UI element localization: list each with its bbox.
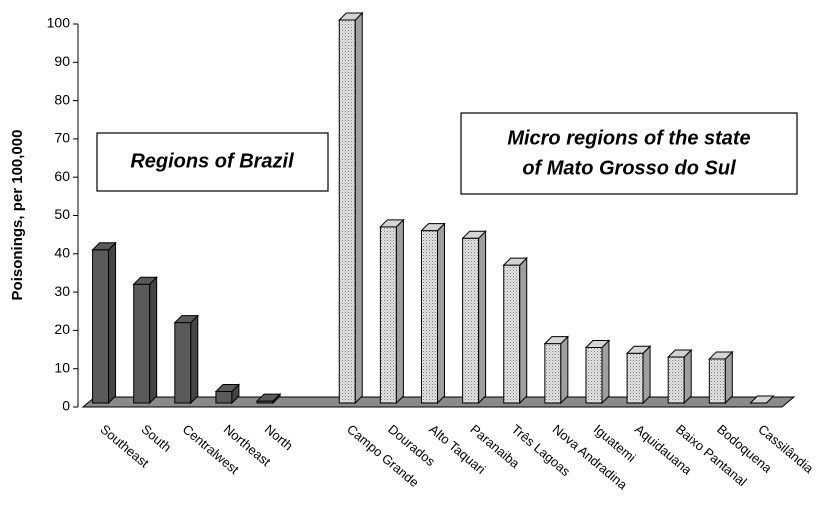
bar-side <box>560 335 569 405</box>
bar-front <box>133 283 151 404</box>
y-tick-label: 10 <box>54 359 70 375</box>
bar <box>749 395 775 404</box>
bar-front <box>708 358 726 404</box>
bar <box>708 350 734 405</box>
bar <box>132 276 158 405</box>
bar-front <box>667 356 685 404</box>
y-tick-label: 80 <box>54 91 70 107</box>
bar-front <box>462 237 480 404</box>
bar <box>338 11 364 405</box>
bar-side <box>724 350 733 405</box>
bar-side <box>395 218 404 405</box>
bar-top <box>173 315 200 324</box>
bar-top <box>461 230 487 239</box>
bar-side <box>642 345 651 405</box>
bar <box>461 230 487 405</box>
y-tick-label: 100 <box>47 15 71 31</box>
bar-side <box>354 11 363 405</box>
bar-side <box>683 348 692 405</box>
bar <box>420 222 446 405</box>
bar-side <box>478 230 487 405</box>
bar-top <box>214 384 241 393</box>
bar-front <box>626 352 644 404</box>
bar <box>543 335 570 405</box>
bar-side <box>437 222 445 405</box>
bar-top <box>91 242 117 251</box>
y-tick-label: 60 <box>54 168 70 184</box>
bar <box>255 392 282 405</box>
bar <box>584 339 611 405</box>
bar-front <box>585 346 603 404</box>
bar-top <box>132 276 158 285</box>
bar <box>666 348 693 405</box>
bar-side <box>519 256 528 405</box>
bar-top <box>749 395 775 404</box>
bar <box>214 383 241 405</box>
y-tick-label: 90 <box>54 53 70 69</box>
annotation-box: Regions of Brazil <box>96 132 329 192</box>
bar-top <box>543 336 570 345</box>
bar-top <box>420 223 446 232</box>
y-tick-label: 70 <box>54 130 70 146</box>
bar-top <box>666 349 693 358</box>
y-axis-label: Poisonings, per 100,000 <box>9 130 26 301</box>
bar-front <box>92 249 110 404</box>
bar-front <box>174 322 192 404</box>
bar <box>173 314 200 405</box>
bar-front <box>544 343 562 404</box>
annotation-box: Micro regions of the state of Mato Grosso… <box>460 112 798 195</box>
bar-front <box>215 391 233 404</box>
bar-side <box>601 339 610 405</box>
y-tick-label: 20 <box>54 321 70 337</box>
x-tick-label: Campo Grande <box>344 421 422 490</box>
bar <box>625 345 652 405</box>
bar-top <box>255 393 282 402</box>
bar-top <box>708 351 734 360</box>
bar-top <box>502 257 528 266</box>
bar-front <box>379 226 397 404</box>
bar-top <box>625 345 652 354</box>
bar <box>91 241 117 405</box>
bar-front <box>338 19 356 404</box>
bar-top <box>584 339 611 348</box>
annotation-frame <box>460 112 798 195</box>
y-tick-label: 0 <box>62 398 70 414</box>
bar-side <box>108 241 117 405</box>
bar-front <box>421 230 438 404</box>
bar <box>502 256 528 405</box>
x-tick-label: South <box>139 421 175 454</box>
annotation-text: Regions of Brazil <box>130 150 294 172</box>
bar-top <box>379 219 405 228</box>
bar-top <box>338 12 364 21</box>
y-tick-label: 30 <box>54 283 70 299</box>
x-tick-label: North <box>262 421 296 453</box>
annotation-frame <box>96 132 329 192</box>
bar-side <box>149 276 158 405</box>
bar-side <box>190 314 199 405</box>
bar-front <box>503 264 521 404</box>
y-tick-label: 50 <box>54 206 70 222</box>
annotation-text: of Mato Grosso do Sul <box>522 157 736 179</box>
y-tick-label: 40 <box>54 245 70 261</box>
annotation-text: Micro regions of the state <box>507 127 750 149</box>
x-tick-label: Baixo Pantanal <box>673 421 750 489</box>
bar <box>379 218 405 405</box>
